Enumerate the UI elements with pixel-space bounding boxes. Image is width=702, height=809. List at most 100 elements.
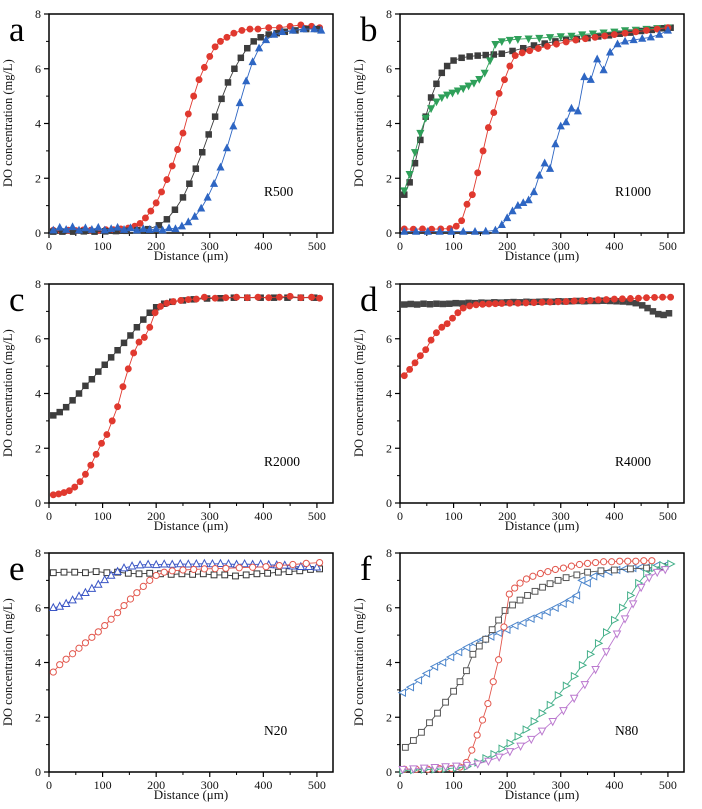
circle-marker bbox=[302, 559, 310, 568]
x-tick-label: 0 bbox=[46, 778, 52, 792]
triangle-up-marker bbox=[503, 213, 512, 222]
x-tick-label: 400 bbox=[605, 509, 623, 523]
triangle-down-marker bbox=[473, 760, 483, 769]
square-marker bbox=[88, 376, 96, 383]
circle-marker bbox=[419, 225, 426, 233]
triangle-down-marker bbox=[636, 583, 646, 593]
circle-marker bbox=[254, 25, 262, 33]
triangle-up-marker bbox=[192, 558, 201, 568]
triangle-right-marker bbox=[498, 744, 507, 754]
square-marker bbox=[531, 587, 539, 595]
triangle-down-marker bbox=[644, 574, 654, 583]
triangle-up-marker bbox=[113, 222, 122, 231]
y-tick-label: 8 bbox=[386, 277, 392, 291]
y-tick-label: 4 bbox=[35, 387, 41, 401]
circle-marker bbox=[468, 191, 476, 199]
circle-marker bbox=[163, 299, 171, 307]
x-tick-label: 300 bbox=[201, 239, 219, 253]
triangle-down-marker bbox=[524, 35, 533, 44]
x-tick-label: 200 bbox=[498, 509, 516, 523]
triangle-up-marker bbox=[459, 226, 468, 235]
y-tick-label: 8 bbox=[35, 277, 41, 291]
circle-marker bbox=[92, 450, 100, 458]
circle-marker bbox=[177, 296, 185, 304]
triangle-up-marker bbox=[663, 25, 673, 34]
triangle-right-marker bbox=[562, 681, 572, 691]
circle-marker bbox=[286, 292, 294, 300]
triangle-up-marker bbox=[261, 35, 271, 44]
triangle-left-marker bbox=[462, 643, 471, 652]
triangle-left-marker bbox=[588, 571, 598, 581]
square-marker bbox=[660, 311, 667, 319]
triangle-down-marker bbox=[426, 105, 436, 114]
series-f-black-open-squares bbox=[401, 563, 666, 751]
square-marker bbox=[75, 390, 83, 397]
plot-area-a: 0 100 200 300 400 500 0 2 4 6 8 bbox=[35, 7, 334, 253]
triangle-down-marker bbox=[453, 87, 462, 96]
circle-marker bbox=[286, 22, 294, 30]
circle-marker bbox=[146, 576, 154, 584]
circle-marker bbox=[562, 38, 570, 46]
triangle-left-marker bbox=[397, 688, 406, 697]
annotation-f: N80 bbox=[615, 723, 639, 738]
triangle-up-marker bbox=[171, 224, 180, 233]
square-marker bbox=[211, 113, 219, 120]
triangle-up-marker bbox=[562, 117, 571, 126]
square-marker bbox=[146, 569, 154, 577]
square-marker bbox=[224, 79, 232, 86]
circle-marker bbox=[500, 623, 508, 631]
triangle-left-marker bbox=[526, 614, 535, 624]
circle-marker bbox=[211, 294, 219, 302]
circle-marker bbox=[211, 43, 219, 51]
circle-marker bbox=[567, 562, 576, 570]
triangle-down-marker bbox=[484, 757, 493, 767]
triangle-left-marker bbox=[494, 628, 503, 638]
circle-marker bbox=[601, 32, 609, 40]
triangle-down-marker bbox=[494, 753, 504, 762]
panel-e: e DO concentration (mg/L) 0 100 200 300 400 5… bbox=[0, 539, 351, 809]
circle-marker bbox=[163, 176, 171, 184]
triangle-up-marker bbox=[81, 587, 90, 597]
square-marker bbox=[649, 308, 657, 315]
square-marker bbox=[584, 568, 591, 576]
triangle-left-marker bbox=[405, 682, 415, 692]
triangle-up-marker bbox=[184, 217, 193, 226]
square-marker bbox=[409, 737, 417, 744]
circle-marker bbox=[489, 678, 497, 686]
triangle-up-marker bbox=[586, 75, 595, 83]
triangle-left-marker bbox=[437, 658, 447, 667]
circle-marker bbox=[275, 561, 284, 570]
circle-marker bbox=[543, 42, 551, 50]
y-tick-label: 6 bbox=[386, 601, 392, 615]
triangle-up-marker bbox=[269, 29, 279, 38]
triangle-left-marker bbox=[429, 662, 439, 671]
circle-marker bbox=[223, 33, 231, 41]
axes-frame bbox=[399, 283, 685, 504]
triangle-right-marker bbox=[627, 591, 636, 600]
triangle-up-marker bbox=[296, 561, 306, 570]
triangle-up-marker bbox=[49, 225, 58, 234]
triangle-right-marker bbox=[594, 639, 604, 648]
square-marker bbox=[434, 709, 441, 717]
circle-marker bbox=[522, 575, 531, 583]
square-marker bbox=[450, 687, 457, 695]
x-tick-label: 300 bbox=[552, 778, 570, 792]
circle-marker bbox=[653, 25, 661, 33]
axes-frame bbox=[48, 13, 334, 234]
circle-marker bbox=[222, 294, 230, 302]
triangle-down-marker bbox=[513, 36, 522, 44]
y-tick-label: 6 bbox=[386, 62, 392, 76]
circle-marker bbox=[56, 661, 64, 669]
series-a-dark-gray-filled-squares bbox=[50, 25, 321, 235]
triangle-up-marker bbox=[119, 225, 129, 233]
triangle-up-marker bbox=[423, 226, 432, 235]
circle-marker bbox=[157, 302, 164, 310]
circle-marker bbox=[71, 483, 79, 491]
circle-marker bbox=[316, 558, 324, 567]
circle-marker bbox=[491, 300, 499, 308]
plot-area-b: 0 100 200 300 400 500 0 2 4 6 8 bbox=[386, 7, 685, 253]
triangle-right-marker bbox=[530, 717, 539, 726]
circle-marker bbox=[651, 293, 658, 301]
x-tick-label: 500 bbox=[659, 778, 677, 792]
